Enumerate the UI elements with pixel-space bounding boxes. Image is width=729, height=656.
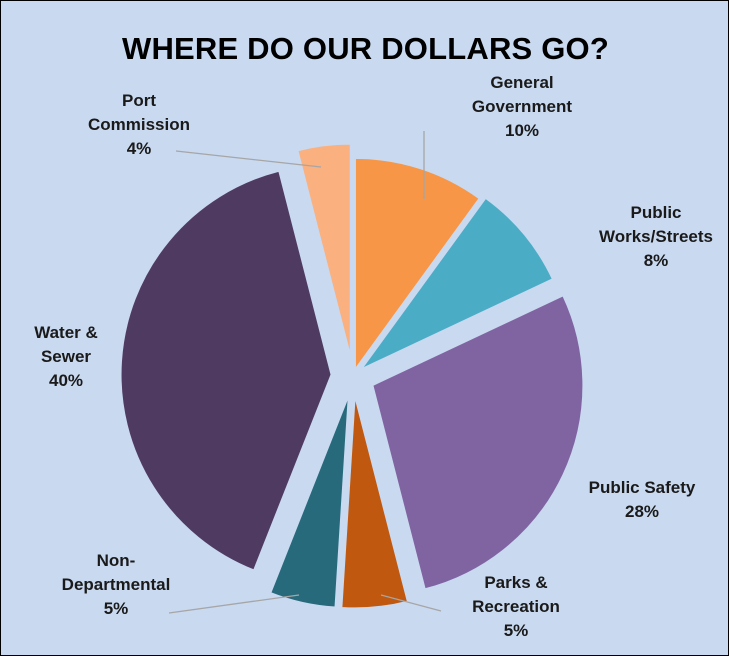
slice-percent: 28% bbox=[624, 502, 660, 521]
slice-label-text: Sewer bbox=[40, 347, 92, 366]
slice-label-text: Public Safety bbox=[588, 478, 696, 497]
slice-label-2: Public Safety 28% bbox=[557, 476, 727, 524]
slice-label-text: Works/Streets bbox=[598, 227, 713, 246]
slice-label-text: Non- bbox=[96, 551, 136, 570]
slice-label-0: General Government 10% bbox=[437, 71, 607, 143]
slice-label-text: Government bbox=[471, 97, 573, 116]
leader-line-4 bbox=[168, 594, 300, 614]
leader-line-3 bbox=[380, 594, 442, 612]
slice-label-1: Public Works/Streets 8% bbox=[571, 201, 728, 273]
slice-label-text: General bbox=[490, 73, 554, 92]
pie-slice-1 bbox=[361, 197, 553, 369]
slice-label-6: Port Commission 4% bbox=[69, 89, 209, 161]
slice-percent: 8% bbox=[643, 251, 669, 270]
pie-slice-2 bbox=[372, 295, 584, 590]
pie-slice-5 bbox=[120, 170, 332, 571]
slice-label-text: Commission bbox=[87, 115, 191, 134]
pie-slice-4 bbox=[270, 397, 349, 608]
slice-label-4: Non- Departmental 5% bbox=[31, 549, 201, 621]
slice-label-text: Port bbox=[122, 91, 156, 110]
slice-label-text: Departmental bbox=[61, 575, 171, 594]
slice-percent: 40% bbox=[48, 371, 84, 390]
slice-percent: 5% bbox=[503, 621, 529, 640]
slice-label-text: Public bbox=[630, 203, 682, 222]
slice-percent: 10% bbox=[504, 121, 540, 140]
pie-slice-0 bbox=[354, 157, 480, 370]
slice-label-3: Parks & Recreation 5% bbox=[431, 571, 601, 643]
leader-line-6 bbox=[175, 150, 322, 168]
slice-label-text: Recreation bbox=[472, 597, 560, 616]
slice-percent: 5% bbox=[103, 599, 129, 618]
slice-label-5: Water & Sewer 40% bbox=[1, 321, 136, 393]
slice-label-text: Parks & bbox=[484, 573, 548, 592]
chart-title: WHERE DO OUR DOLLARS GO? bbox=[121, 31, 609, 66]
slice-label-text: Water & bbox=[34, 323, 98, 342]
pie-slice-3 bbox=[341, 397, 408, 609]
pie-slice-6 bbox=[297, 143, 351, 355]
slice-percent: 4% bbox=[126, 139, 152, 158]
